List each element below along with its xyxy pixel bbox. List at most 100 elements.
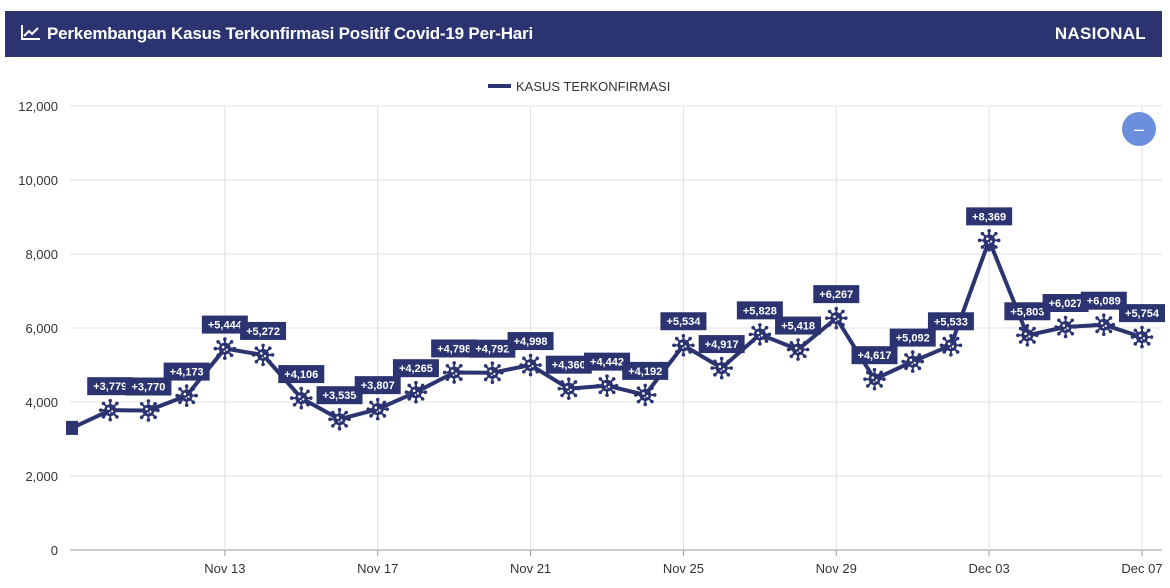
- virus-icon: [939, 333, 963, 357]
- x-tick-label: Nov 25: [663, 561, 704, 576]
- data-label: +4,792: [475, 344, 509, 356]
- virus-icon: [213, 337, 237, 360]
- y-tick-label: 10,000: [18, 173, 58, 188]
- virus-icon: [901, 350, 925, 373]
- data-label: +5,828: [743, 305, 777, 317]
- line-chart: 0 2,000 4,000 6,000 8,000 10,000 12,000 Nov 13 N…: [18, 79, 1165, 576]
- data-label-box: [1119, 304, 1165, 323]
- data-label: +5,092: [896, 333, 930, 345]
- data-label-box: [813, 285, 860, 304]
- x-tick-label: Dec 03: [969, 561, 1010, 576]
- virus-icon: [366, 397, 390, 421]
- data-label-box: [1080, 291, 1127, 310]
- virus-icon: [98, 398, 122, 422]
- data-label-box: [775, 316, 822, 335]
- minus-icon: –: [1133, 119, 1144, 139]
- data-label: +3,535: [323, 390, 357, 402]
- y-tick-label: 8,000: [25, 247, 58, 262]
- virus-icon: [175, 384, 198, 407]
- data-label-box: [927, 312, 974, 331]
- y-tick-label: 4,000: [25, 395, 58, 410]
- virus-icon: [824, 306, 848, 330]
- data-label-box: [278, 365, 325, 384]
- data-label: +5,533: [934, 316, 968, 328]
- virus-icon: [710, 356, 733, 380]
- data-label: +5,444: [208, 320, 243, 332]
- legend-label: KASUS TERKONFIRMASI: [516, 79, 670, 94]
- virus-icon: [289, 386, 313, 410]
- virus-icon: [786, 338, 810, 361]
- x-tick-label: Nov 29: [816, 561, 857, 576]
- data-label-box: [966, 207, 1013, 226]
- data-label-box: [392, 359, 439, 378]
- virus-icon: [404, 380, 428, 404]
- virus-icon: [442, 361, 466, 384]
- virus-icon: [748, 323, 772, 346]
- x-tick-label: Nov 13: [204, 561, 245, 576]
- y-tick-label: 12,000: [18, 99, 58, 114]
- chart-header: Perkembangan Kasus Terkonfirmasi Positif…: [5, 11, 1162, 57]
- data-label: +5,754: [1125, 308, 1160, 320]
- x-tick-label: Nov 21: [510, 561, 551, 576]
- data-label: +5,803: [1010, 306, 1044, 318]
- data-label: +5,418: [781, 321, 815, 333]
- data-label: +4,106: [284, 369, 318, 381]
- data-label: +3,770: [131, 382, 165, 394]
- zoom-out-button[interactable]: –: [1122, 112, 1156, 146]
- virus-icon: [863, 367, 886, 391]
- virus-icon: [328, 407, 351, 431]
- chart-area: 0 2,000 4,000 6,000 8,000 10,000 12,000 Nov 13 N…: [0, 57, 1170, 583]
- data-label: +5,272: [246, 326, 280, 338]
- scope-label: NASIONAL: [1054, 24, 1146, 43]
- data-label-box: [545, 355, 592, 374]
- data-point-marker: [66, 420, 78, 435]
- virus-icon: [595, 374, 619, 397]
- data-label-box: [163, 362, 210, 381]
- chart-title: Perkembangan Kasus Terkonfirmasi Positif…: [47, 24, 533, 43]
- data-label: +4,173: [170, 367, 204, 379]
- data-label-box: [851, 346, 898, 365]
- data-label-box: [736, 301, 783, 320]
- data-label: +6,027: [1049, 298, 1083, 310]
- series-line: [71, 238, 1143, 430]
- data-label-box: [469, 339, 516, 358]
- data-label: +3,779: [93, 381, 127, 393]
- virus-icon: [481, 361, 504, 384]
- y-tick-label: 6,000: [25, 321, 58, 336]
- data-label-box: [622, 361, 669, 380]
- line-chart-icon: [21, 24, 41, 45]
- virus-icon: [1016, 323, 1039, 347]
- y-tick-label: 2,000: [25, 469, 58, 484]
- data-label: +4,265: [399, 363, 433, 375]
- y-tick-label: 0: [51, 543, 58, 558]
- data-label: +3,807: [361, 380, 395, 392]
- data-label-box: [507, 332, 554, 351]
- data-label-box: [240, 321, 287, 340]
- data-label-box: [584, 352, 630, 371]
- data-label: +4,192: [628, 366, 662, 378]
- data-label: +4,617: [858, 350, 892, 362]
- data-label: +6,267: [819, 289, 853, 301]
- virus-icon: [1130, 325, 1154, 349]
- virus-icon: [977, 229, 1001, 252]
- data-label-box: [87, 377, 134, 396]
- virus-icon: [251, 343, 275, 367]
- data-label-box: [316, 386, 363, 405]
- data-label: +8,369: [972, 211, 1006, 223]
- data-label: +4,917: [705, 339, 739, 351]
- virus-icon: [519, 353, 542, 377]
- data-label: +4,798: [437, 343, 471, 355]
- virus-icon: [1092, 313, 1116, 337]
- x-tick-label: Nov 17: [357, 561, 398, 576]
- virus-icon: [672, 333, 695, 357]
- header-left: Perkembangan Kasus Terkonfirmasi Positif…: [21, 24, 533, 45]
- x-tick-label: Dec 07: [1121, 561, 1162, 576]
- data-label-box: [1004, 302, 1051, 321]
- data-label-box: [431, 339, 478, 358]
- virus-icon: [1054, 315, 1077, 339]
- data-label-box: [1042, 294, 1089, 313]
- data-label-box: [698, 335, 745, 354]
- virus-icon: [557, 377, 581, 400]
- data-label: +5,534: [666, 316, 701, 328]
- data-label-box: [354, 376, 401, 395]
